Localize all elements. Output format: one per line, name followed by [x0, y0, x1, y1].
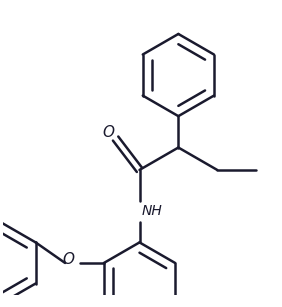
Text: O: O: [102, 125, 114, 140]
Text: NH: NH: [142, 204, 163, 218]
Text: O: O: [63, 252, 75, 267]
